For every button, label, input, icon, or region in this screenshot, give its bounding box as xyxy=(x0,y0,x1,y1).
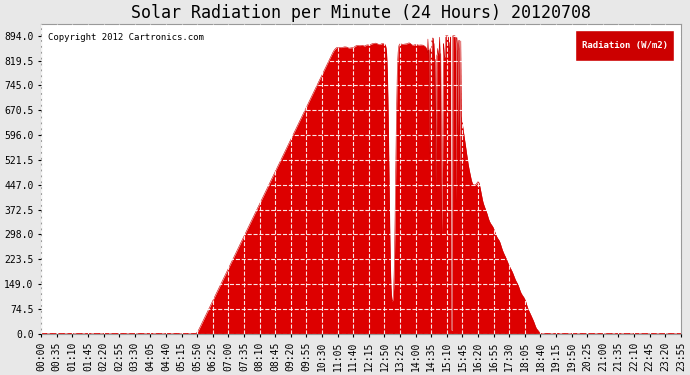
Title: Solar Radiation per Minute (24 Hours) 20120708: Solar Radiation per Minute (24 Hours) 20… xyxy=(131,4,591,22)
Text: Copyright 2012 Cartronics.com: Copyright 2012 Cartronics.com xyxy=(48,33,204,42)
